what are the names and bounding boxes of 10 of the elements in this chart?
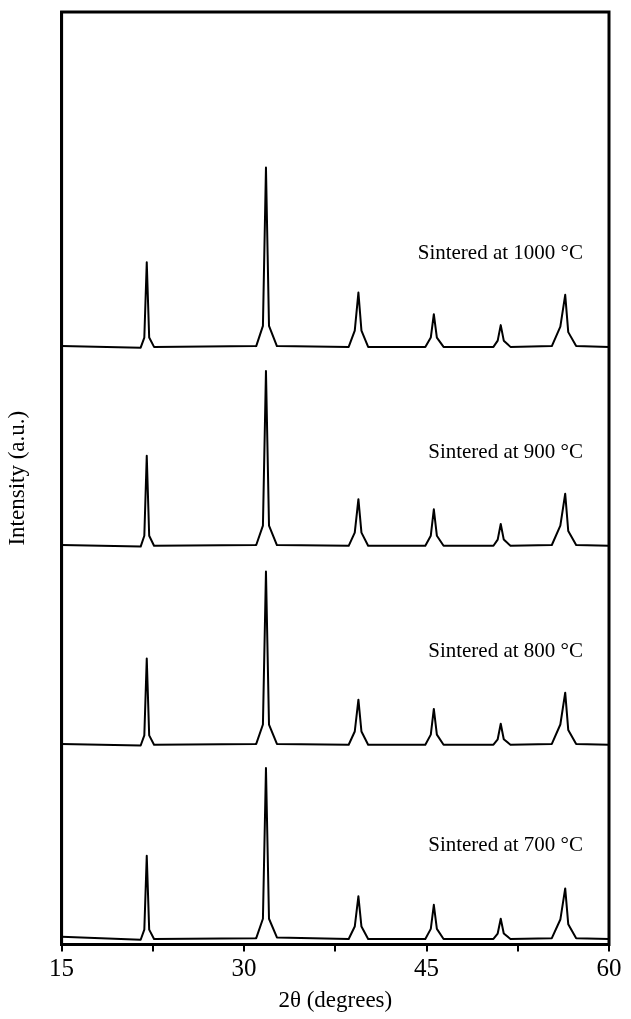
x-tick-label: 45 <box>414 953 440 981</box>
series-label: Sintered at 700 °C <box>428 832 583 857</box>
series-label: Sintered at 800 °C <box>428 637 583 662</box>
x-axis-title: 2θ (degrees) <box>278 987 393 1013</box>
x-tick-label: 30 <box>231 953 257 981</box>
series-label: Sintered at 900 °C <box>428 439 583 464</box>
series-label: Sintered at 1000 °C <box>417 240 583 265</box>
x-tick-label: 60 <box>596 953 622 981</box>
x-tick-label: 15 <box>49 953 75 981</box>
y-axis-title: Intensity (a.u.) <box>3 410 29 546</box>
